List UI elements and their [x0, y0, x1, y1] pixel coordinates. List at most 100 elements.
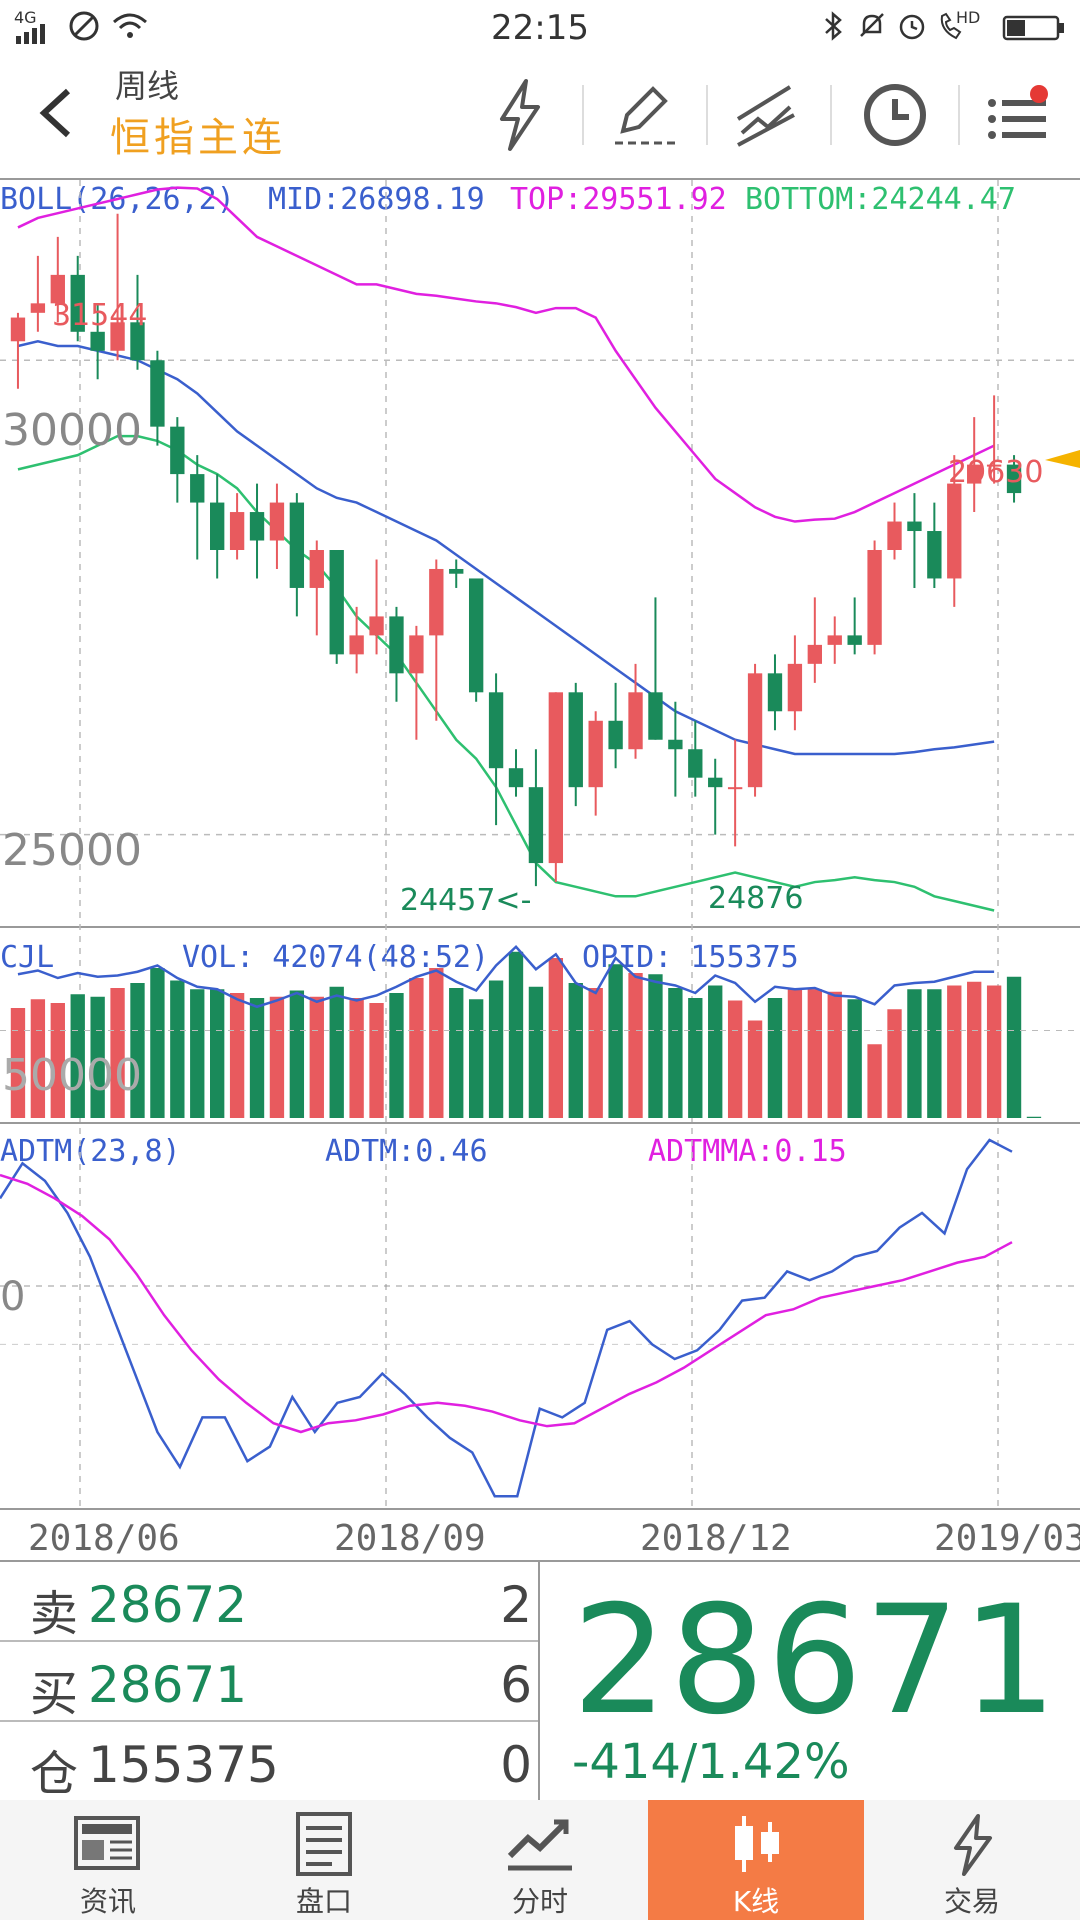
ask-row[interactable]: 卖 28672 2 [0, 1562, 538, 1642]
candle-body [1006, 464, 1022, 494]
nav-kline-label: K线 [732, 1885, 780, 1918]
volume-bar [548, 958, 564, 1118]
bid-label: 买 [30, 1666, 79, 1722]
y-tick-30000: 30000 [2, 405, 142, 456]
instrument-name: 恒指主连 [110, 115, 286, 161]
volume-bar [807, 989, 822, 1118]
open-interest-row: 仓 155375 0 [0, 1722, 538, 1802]
draw-pen-icon[interactable] [605, 75, 685, 155]
volume-bar [369, 1003, 384, 1118]
hd-label: HD [956, 8, 981, 27]
candle-body [608, 720, 623, 750]
adtm-ma-line [0, 1173, 1013, 1434]
line-chart-icon [507, 1819, 572, 1871]
volume-bar [648, 974, 663, 1118]
candle-body [628, 692, 643, 750]
candle-body [329, 550, 344, 655]
candle-body [967, 464, 982, 484]
document-list-icon [296, 1812, 352, 1876]
volume-bar [449, 988, 464, 1118]
boll-mid-line [17, 339, 995, 756]
nav-kline[interactable]: K线 [648, 1800, 864, 1920]
candle-body [907, 521, 922, 532]
nav-trade[interactable]: 交易 [864, 1800, 1080, 1920]
quote-panel: 卖 28672 2 买 28671 6 仓 155375 0 28671 -41… [0, 1560, 1080, 1804]
volume-bar [349, 998, 364, 1118]
volume-bar [170, 980, 185, 1118]
newspaper-icon [74, 1816, 140, 1870]
candle-body [927, 531, 942, 579]
x-tick-4: 2019/03 [934, 1518, 1080, 1559]
low1-price-label: 24457<- [400, 883, 531, 918]
menu-list-icon[interactable] [978, 75, 1058, 155]
candle-body [170, 426, 185, 475]
volume-bar [588, 988, 603, 1118]
candle-body [508, 768, 524, 788]
wifi-icon [113, 13, 147, 38]
high-price-label: 31544 [52, 298, 147, 333]
volume-bar [309, 996, 324, 1118]
nav-intraday-label: 分时 [511, 1885, 568, 1918]
app-header: 周线 恒指主连 [0, 55, 1080, 175]
boll-bottom-line [17, 434, 995, 912]
nav-intraday[interactable]: 分时 [432, 1800, 648, 1920]
candle-body [70, 274, 85, 332]
candle-body [986, 464, 1002, 467]
lightning-icon[interactable] [480, 75, 560, 155]
candle-body [110, 322, 125, 351]
volume-bar [329, 986, 344, 1118]
candle-body [488, 692, 504, 769]
volume-bar [947, 985, 962, 1118]
price-change: -414/1.42% [572, 1734, 850, 1790]
nav-news[interactable]: 资讯 [0, 1800, 216, 1920]
boll-top: TOP:29551.92 [510, 182, 727, 217]
candle-body [30, 303, 46, 313]
nav-orderbook[interactable]: 盘口 [216, 1800, 432, 1920]
candle-body [648, 692, 663, 740]
candle-body [668, 739, 683, 750]
candle-body [309, 550, 324, 588]
candle-body [468, 578, 484, 693]
ask-qty: 2 [500, 1576, 532, 1634]
candle-body [429, 568, 444, 636]
cjl-title: CJL [0, 940, 55, 975]
candlestick-icon [735, 1816, 779, 1872]
candle-body [568, 692, 583, 788]
volume-bar [827, 991, 842, 1118]
bid-row[interactable]: 买 28671 6 [0, 1642, 538, 1722]
volume-bar [628, 973, 643, 1118]
candle-body [210, 502, 225, 550]
bottom-nav: 资讯 盘口 分时 K线 交易 [0, 1800, 1080, 1920]
bluetooth-icon [825, 11, 842, 41]
period-label: 周线 [115, 67, 180, 105]
volume-bar [249, 998, 265, 1118]
volume-bar [1006, 976, 1022, 1118]
candle-body [767, 673, 783, 712]
adtm-zero-tick: 0 [0, 1274, 25, 1320]
boll-mid: MID:26898.19 [268, 182, 485, 217]
clock-icon[interactable] [855, 75, 935, 155]
candle-body [369, 616, 384, 636]
volume-bar [110, 988, 125, 1118]
back-arrow-icon[interactable] [28, 83, 88, 143]
candle-body [827, 635, 842, 645]
high2-price-label: 29630 [948, 455, 1043, 490]
volume-bar [847, 999, 862, 1118]
x-tick-3: 2018/12 [640, 1518, 792, 1559]
volume-bar [967, 981, 982, 1118]
volume-bar [747, 1020, 763, 1118]
candle-body [10, 317, 26, 342]
volume-bar [528, 986, 544, 1118]
volume-bar [10, 1008, 26, 1118]
candle-body [747, 673, 763, 788]
volume-bar [150, 968, 165, 1118]
hd-call-icon [940, 12, 962, 40]
x-tick-2: 2018/09 [334, 1518, 486, 1559]
current-price-marker [1045, 450, 1080, 468]
candle-body [887, 521, 902, 550]
volume-bar [210, 989, 225, 1118]
kline-chart[interactable]: 31544 29630 24457<- 24876 30000 25000 50… [0, 180, 1080, 1560]
indicator-lines-icon[interactable] [728, 75, 808, 155]
volume-bar [727, 1000, 743, 1118]
nav-trade-label: 交易 [943, 1885, 1000, 1918]
